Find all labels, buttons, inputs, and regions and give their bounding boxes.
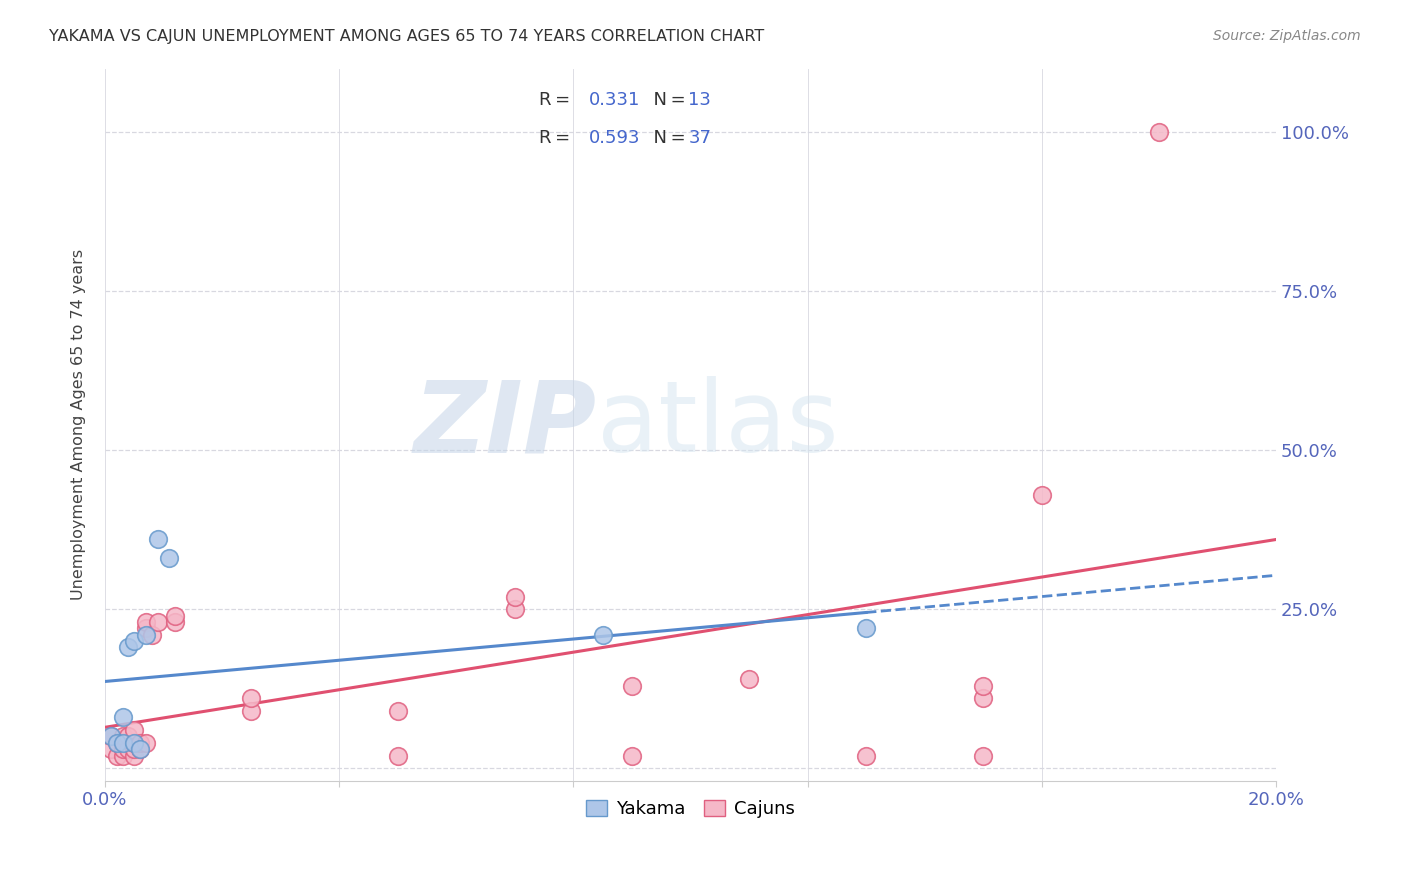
Point [105, 736, 128, 750]
Point [141, 628, 163, 642]
Point [100, 730, 122, 744]
Point [111, 736, 134, 750]
Point [122, 736, 145, 750]
Point [111, 710, 134, 724]
Point [146, 615, 169, 629]
Text: R =: R = [538, 129, 574, 147]
Point [122, 634, 145, 648]
Point [855, 621, 877, 635]
Point [117, 640, 139, 655]
Point [135, 615, 157, 629]
Point [165, 608, 187, 623]
Point [129, 742, 152, 756]
Point [972, 691, 994, 706]
Point [387, 748, 409, 763]
Point [135, 628, 157, 642]
Point [157, 551, 180, 566]
Point [240, 704, 263, 718]
Point [165, 615, 187, 629]
Point [129, 742, 152, 756]
Point [503, 602, 526, 616]
Point [122, 742, 145, 756]
Text: N =: N = [641, 92, 689, 110]
Point [129, 736, 152, 750]
Y-axis label: Unemployment Among Ages 65 to 74 years: Unemployment Among Ages 65 to 74 years [72, 249, 86, 600]
Point [122, 748, 145, 763]
Point [972, 748, 994, 763]
Text: 37: 37 [689, 129, 711, 147]
Text: N =: N = [641, 129, 689, 147]
Point [117, 730, 139, 744]
Point [620, 679, 643, 693]
Point [146, 533, 169, 547]
Point [855, 748, 877, 763]
Point [738, 672, 761, 686]
Point [117, 742, 139, 756]
Point [1031, 488, 1053, 502]
Point [503, 590, 526, 604]
Point [111, 730, 134, 744]
Point [100, 742, 122, 756]
Text: R =: R = [538, 92, 574, 110]
Text: 13: 13 [689, 92, 711, 110]
Point [111, 742, 134, 756]
Text: YAKAMA VS CAJUN UNEMPLOYMENT AMONG AGES 65 TO 74 YEARS CORRELATION CHART: YAKAMA VS CAJUN UNEMPLOYMENT AMONG AGES … [49, 29, 765, 44]
Text: Source: ZipAtlas.com: Source: ZipAtlas.com [1213, 29, 1361, 43]
Point [122, 723, 145, 738]
Text: 0.331: 0.331 [589, 92, 640, 110]
Point [105, 736, 128, 750]
Point [122, 736, 145, 750]
Point [620, 748, 643, 763]
Text: 0.593: 0.593 [589, 129, 640, 147]
Point [240, 691, 263, 706]
Point [1147, 125, 1170, 139]
Point [135, 736, 157, 750]
Point [105, 748, 128, 763]
Point [972, 679, 994, 693]
Point [100, 730, 122, 744]
Text: atlas: atlas [596, 376, 838, 474]
Text: ZIP: ZIP [413, 376, 596, 474]
Point [135, 621, 157, 635]
Legend: Yakama, Cajuns: Yakama, Cajuns [578, 793, 803, 825]
Point [387, 704, 409, 718]
Point [592, 628, 614, 642]
Point [111, 748, 134, 763]
